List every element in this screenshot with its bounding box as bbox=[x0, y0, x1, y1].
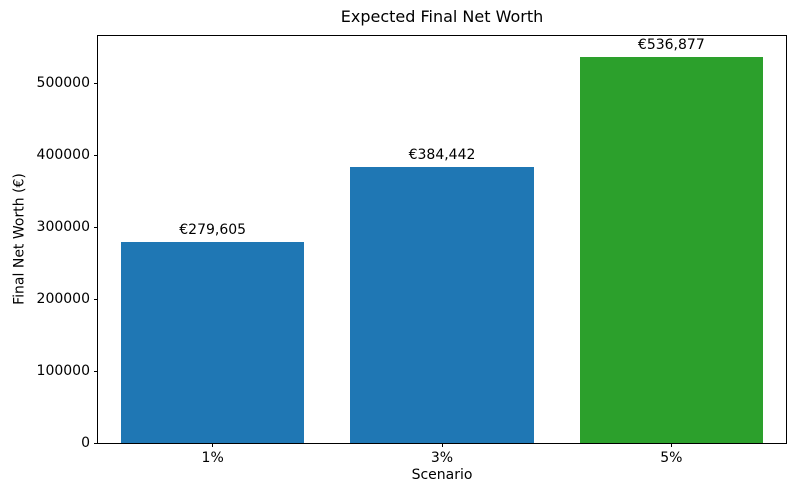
x-tick-mark bbox=[441, 443, 443, 447]
y-tick-mark bbox=[94, 370, 98, 372]
x-tick-label: 5% bbox=[660, 450, 683, 466]
bar-value-label: €384,442 bbox=[408, 146, 476, 163]
bar-value-label: €279,605 bbox=[179, 221, 247, 238]
x-axis-label: Scenario bbox=[411, 467, 473, 483]
y-tick-mark bbox=[94, 154, 98, 156]
bar-3% bbox=[350, 166, 534, 443]
y-axis-label: Final Net Worth (€) bbox=[11, 173, 28, 305]
y-tick-mark bbox=[94, 442, 98, 444]
y-tick-label: 500000 bbox=[36, 75, 90, 92]
bar-1% bbox=[120, 241, 305, 443]
x-tick-mark bbox=[670, 443, 672, 447]
y-tick-mark bbox=[94, 298, 98, 300]
x-tick-label: 3% bbox=[430, 450, 454, 466]
x-tick-mark bbox=[212, 443, 214, 447]
plot-area bbox=[97, 35, 787, 444]
x-tick-label: 1% bbox=[201, 450, 224, 466]
chart-title: Expected Final Net Worth bbox=[340, 7, 544, 26]
y-tick-label: 200000 bbox=[36, 291, 90, 308]
y-tick-label: 0 bbox=[81, 435, 90, 451]
y-tick-label: 300000 bbox=[36, 219, 90, 236]
bar-value-label: €536,877 bbox=[637, 36, 705, 53]
y-tick-label: 400000 bbox=[36, 147, 90, 164]
y-tick-mark bbox=[94, 82, 98, 84]
y-tick-label: 100000 bbox=[36, 363, 90, 380]
y-tick-mark bbox=[94, 226, 98, 228]
bar-5% bbox=[579, 56, 764, 443]
